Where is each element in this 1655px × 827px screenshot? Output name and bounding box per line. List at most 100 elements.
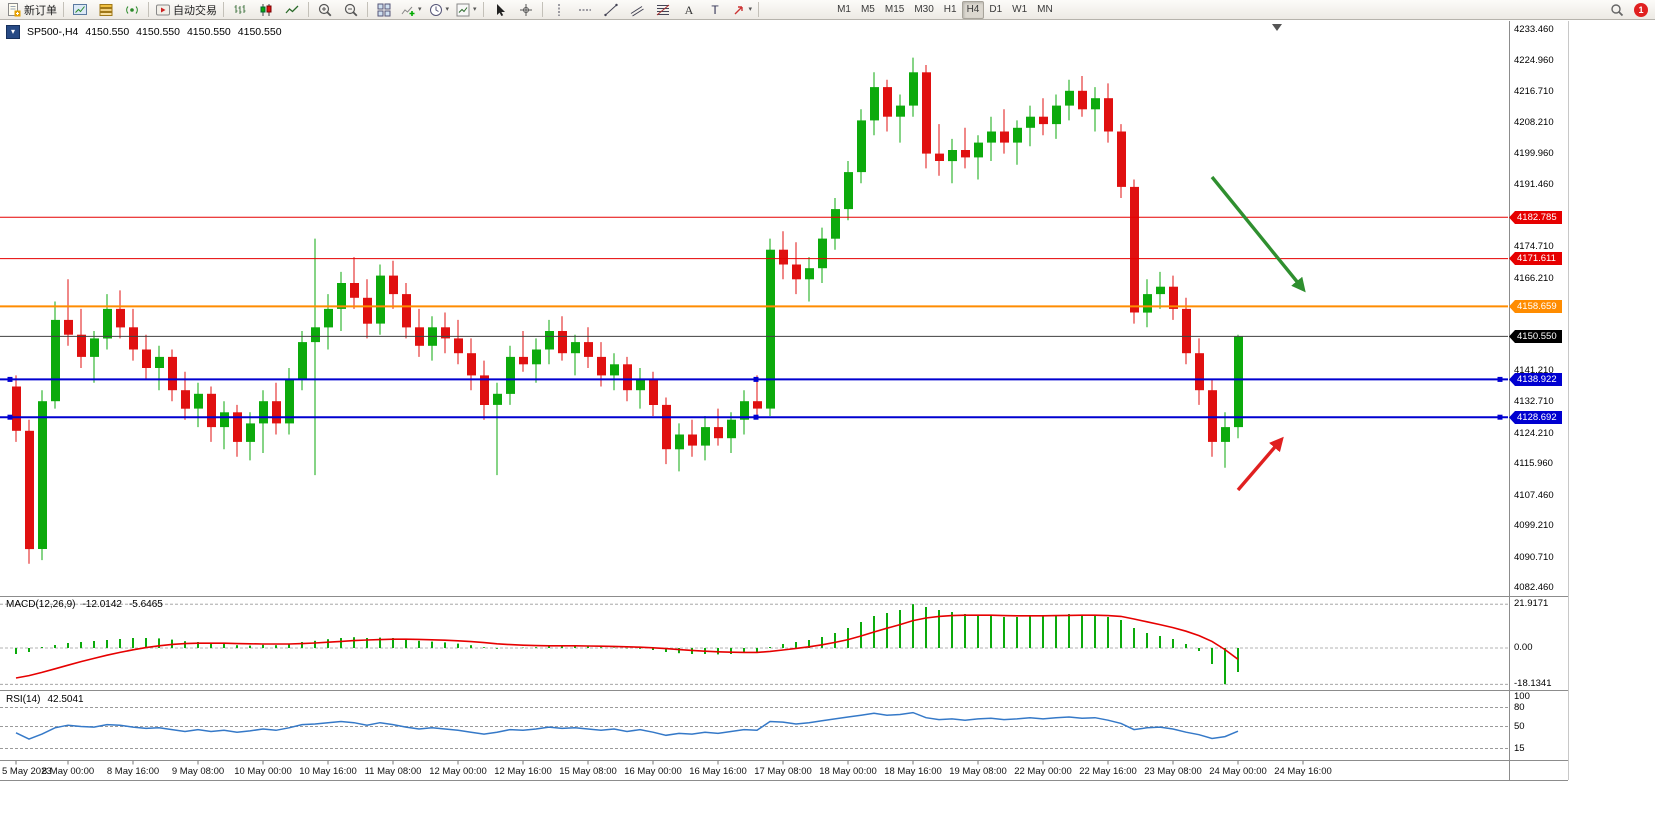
fibonacci-button[interactable] xyxy=(650,0,676,20)
fibonacci-icon xyxy=(656,4,669,15)
support-line-2-handle[interactable] xyxy=(1497,414,1503,420)
candle-body xyxy=(1104,98,1113,132)
arrows-button[interactable]: ▾ xyxy=(728,0,756,20)
dropdown-caret-icon[interactable]: ▾ xyxy=(445,5,450,13)
timeframe-w1[interactable]: W1 xyxy=(1012,4,1028,15)
crosshair-button[interactable] xyxy=(513,0,539,20)
arrows-icon xyxy=(734,5,743,14)
downtrend-arrow[interactable] xyxy=(1210,175,1306,293)
label-button[interactable]: T xyxy=(702,0,728,20)
candle-body xyxy=(389,275,398,295)
candle-body xyxy=(77,334,86,357)
candle-body xyxy=(1143,294,1152,313)
candle-body xyxy=(90,338,99,357)
support-line-1-handle[interactable] xyxy=(753,376,759,382)
timeframe-m30[interactable]: M30 xyxy=(914,4,934,15)
new-order-icon xyxy=(8,2,21,16)
candle-body xyxy=(844,172,853,210)
candle-body xyxy=(1039,116,1048,125)
dropdown-caret-icon[interactable]: ▾ xyxy=(473,5,477,13)
line-chart-button[interactable] xyxy=(279,0,305,20)
svg-text:A: A xyxy=(684,3,693,17)
candle-body xyxy=(1078,90,1087,110)
support-line-1-handle[interactable] xyxy=(7,376,13,382)
candle-body xyxy=(1130,186,1139,313)
zoom-out-button[interactable] xyxy=(338,0,364,20)
candle-body xyxy=(753,401,762,409)
support-line-2-handle[interactable] xyxy=(753,414,759,420)
trendline-button[interactable] xyxy=(598,0,624,20)
support-line-1-handle[interactable] xyxy=(1497,376,1503,382)
candle-body xyxy=(376,275,385,324)
candle-body xyxy=(636,379,645,391)
candle-body xyxy=(168,356,177,391)
candle-body xyxy=(675,434,684,450)
candle-body xyxy=(545,331,554,350)
toolbar-separator xyxy=(223,2,224,17)
candle-body xyxy=(1000,131,1009,143)
autotrading-button[interactable]: 自动交易 xyxy=(152,0,220,20)
market-watch-button[interactable] xyxy=(67,0,93,20)
bar-chart-button[interactable] xyxy=(227,0,253,20)
timeframe-h4[interactable]: H4 xyxy=(961,0,985,19)
candle-body xyxy=(805,268,814,280)
support-line-2-handle[interactable] xyxy=(7,414,13,420)
zoom-out-icon xyxy=(344,3,358,16)
candlestick-chart-button[interactable] xyxy=(253,0,279,20)
candle-body xyxy=(662,404,671,450)
templates-button[interactable]: ▾ xyxy=(452,0,480,20)
candle-body xyxy=(1013,127,1022,143)
candle-body xyxy=(623,364,632,391)
dropdown-caret-icon[interactable]: ▾ xyxy=(418,5,422,13)
tile-windows-button[interactable] xyxy=(371,0,397,20)
timeframe-h1[interactable]: H1 xyxy=(943,4,957,15)
text-button[interactable]: A xyxy=(676,0,702,20)
clock-icon xyxy=(429,3,442,16)
navigator-button[interactable] xyxy=(119,0,145,20)
search-button[interactable] xyxy=(1604,0,1630,20)
horizontal-line-button[interactable] xyxy=(572,0,598,20)
svg-text:T: T xyxy=(711,3,719,17)
candle-body xyxy=(129,327,138,350)
vertical-line-button[interactable] xyxy=(546,0,572,20)
candle-body xyxy=(38,401,47,549)
toolbar-separator xyxy=(758,2,760,17)
timeframe-mn[interactable]: MN xyxy=(1037,4,1053,15)
timeframe-m15[interactable]: M15 xyxy=(884,4,905,15)
timeframe-m1[interactable]: M1 xyxy=(837,4,851,15)
candle-body xyxy=(480,375,489,405)
notification-badge[interactable]: 1 xyxy=(1634,2,1648,17)
toolbar-separator xyxy=(148,2,149,17)
chart-shift-marker[interactable] xyxy=(1272,24,1282,31)
timeframe-m5[interactable]: M5 xyxy=(860,4,875,15)
candle-body xyxy=(818,238,827,269)
candle-body xyxy=(792,264,801,280)
zoom-in-button[interactable] xyxy=(312,0,338,20)
candle-body xyxy=(974,142,983,158)
cursor-button[interactable] xyxy=(487,0,513,20)
new-order-button[interactable]: 新订单 xyxy=(3,0,60,20)
candles-icon xyxy=(260,3,272,16)
candle-body xyxy=(766,249,775,409)
periods-button[interactable]: ▾ xyxy=(425,0,453,20)
candle-body xyxy=(506,356,515,394)
uptrend-arrow[interactable] xyxy=(1236,436,1284,492)
data-window-button[interactable] xyxy=(93,0,119,20)
candle-body xyxy=(922,72,931,154)
candle-body xyxy=(259,401,268,424)
autotrading-button-label: 自动交易 xyxy=(173,4,217,17)
timeframe-d1[interactable]: D1 xyxy=(989,4,1003,15)
channel-button[interactable] xyxy=(624,0,650,20)
new-chart-button[interactable]: ▾ xyxy=(397,0,425,20)
candle-body xyxy=(25,430,34,550)
candle-body xyxy=(896,105,905,117)
candle-body xyxy=(1065,90,1074,106)
candle-body xyxy=(571,342,580,354)
autotrading-icon xyxy=(156,4,170,15)
candle-body xyxy=(1234,336,1243,428)
dropdown-caret-icon[interactable]: ▾ xyxy=(748,5,753,13)
candle-body xyxy=(220,412,229,428)
candle-body xyxy=(311,327,320,343)
toolbar-separator xyxy=(482,2,484,17)
